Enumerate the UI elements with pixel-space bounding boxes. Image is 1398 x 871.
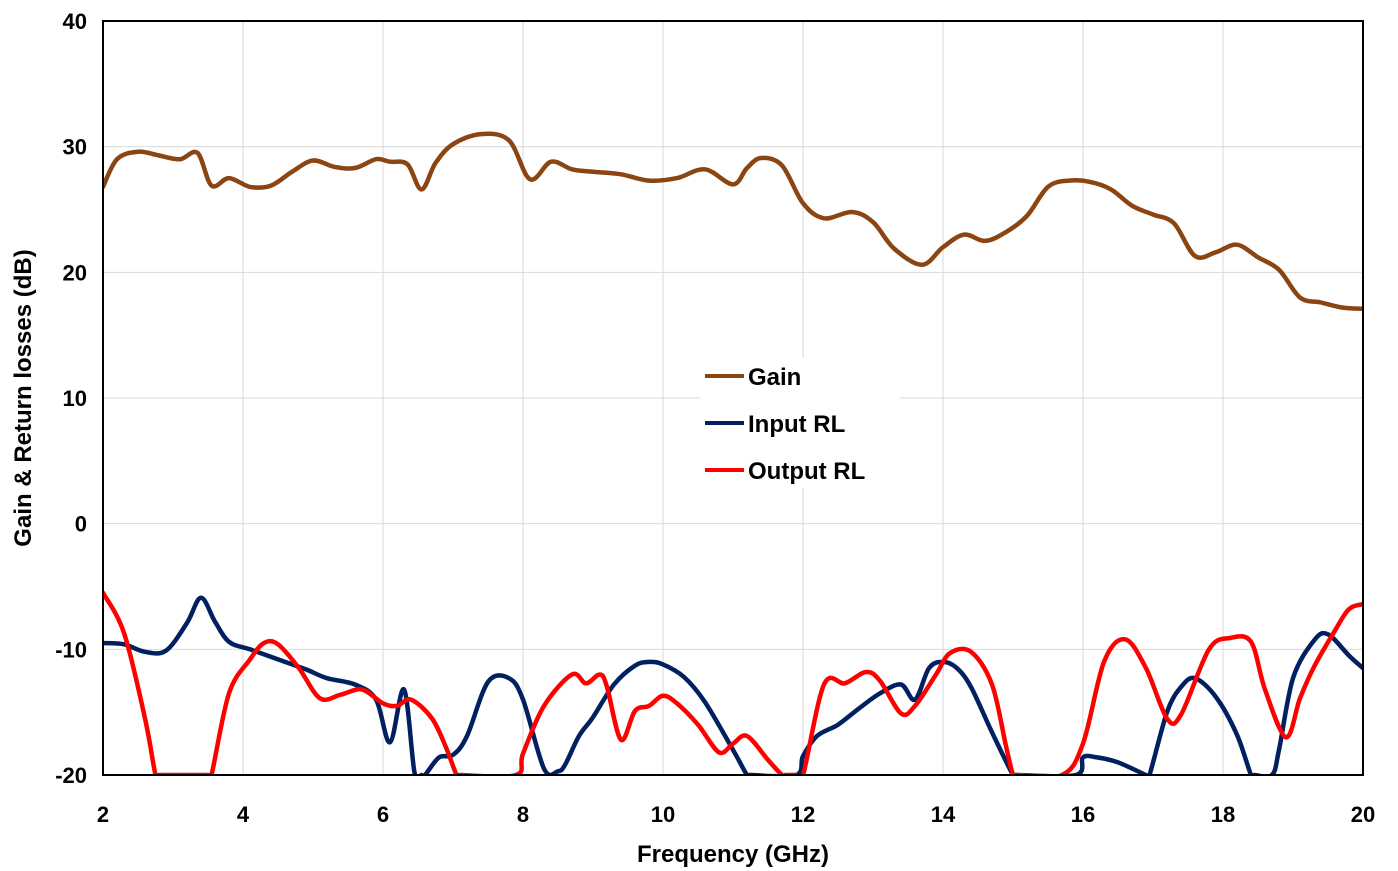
x-tick-label: 2 (97, 802, 109, 827)
plot-frame (102, 20, 1364, 776)
x-axis-label: Frequency (GHz) (637, 841, 829, 868)
series-line-input-rl (103, 595, 1363, 775)
x-tick-labels: 2 4 6 8 10 12 14 16 18 20 (97, 802, 1375, 827)
y-axis-label: Gain & Return losses (dB) (10, 249, 37, 546)
series-line-gain (103, 131, 1363, 312)
x-tick-label: 18 (1211, 802, 1235, 827)
x-tick-label: 10 (651, 802, 675, 827)
x-tick-label: 6 (377, 802, 389, 827)
series-group (103, 131, 1363, 775)
y-tick-label: 40 (63, 9, 87, 34)
y-tick-label: -20 (55, 763, 87, 788)
y-tick-label: 20 (63, 260, 87, 285)
legend-label-gain: Gain (748, 364, 801, 391)
x-tick-label: 16 (1071, 802, 1095, 827)
x-tick-label: 14 (931, 802, 956, 827)
x-tick-label: 8 (517, 802, 529, 827)
y-tick-label: -10 (55, 637, 87, 662)
x-tick-label: 4 (237, 802, 250, 827)
legend-item-gain: Gain (705, 364, 801, 391)
y-tick-labels: -20 -10 0 10 20 30 40 (55, 9, 87, 788)
legend-item-output-rl: Output RL (705, 458, 865, 485)
legend-label-input-rl: Input RL (748, 411, 845, 438)
y-tick-label: 0 (75, 512, 87, 537)
legend-label-output-rl: Output RL (748, 458, 865, 485)
y-tick-label: 10 (63, 386, 87, 411)
series-line-output-rl (103, 590, 1363, 775)
legend-item-input-rl: Input RL (705, 411, 845, 438)
x-tick-label: 20 (1351, 802, 1375, 827)
legend: Gain Input RL Output RL (700, 358, 900, 488)
y-tick-label: 30 (63, 135, 87, 160)
x-tick-label: 12 (791, 802, 815, 827)
